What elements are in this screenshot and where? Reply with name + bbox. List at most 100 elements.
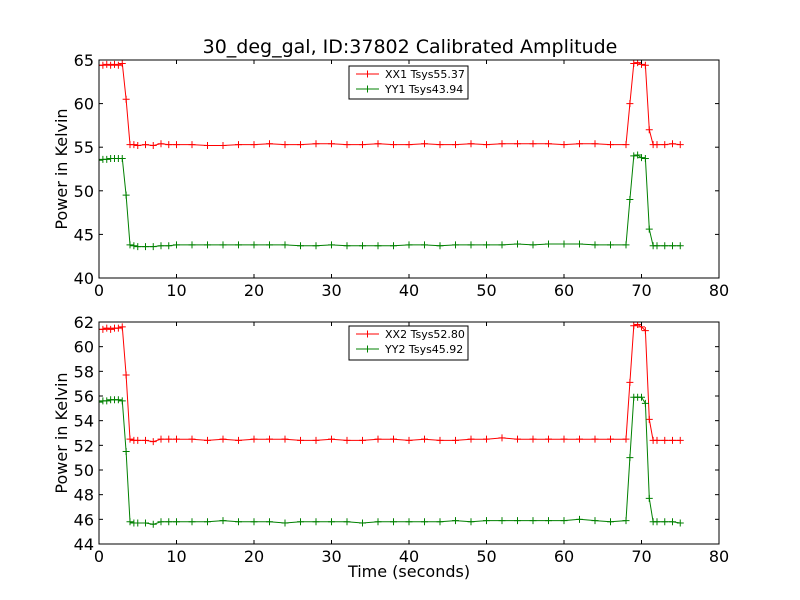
y-tick-label: 50 xyxy=(74,461,94,480)
data-point xyxy=(467,140,475,148)
data-point xyxy=(405,518,413,526)
data-point xyxy=(266,435,273,443)
data-point xyxy=(638,154,645,162)
data-point xyxy=(126,518,134,526)
data-point xyxy=(498,517,506,525)
series-group xyxy=(99,60,684,251)
data-point xyxy=(626,100,634,108)
data-point xyxy=(204,241,211,249)
x-tick-label: 40 xyxy=(399,547,419,566)
data-point xyxy=(118,323,126,331)
data-point xyxy=(529,435,537,443)
data-point xyxy=(634,151,642,159)
data-point xyxy=(235,241,242,249)
data-point xyxy=(661,436,669,444)
data-point xyxy=(281,519,289,527)
data-point xyxy=(111,60,118,68)
data-point xyxy=(529,140,537,148)
data-point xyxy=(653,518,661,526)
x-tick-label: 50 xyxy=(476,281,496,300)
data-point xyxy=(219,241,227,249)
data-point xyxy=(483,517,490,525)
data-point xyxy=(359,436,366,444)
data-point xyxy=(653,436,661,444)
x-tick-label: 0 xyxy=(94,281,104,300)
data-point xyxy=(134,141,142,149)
data-point xyxy=(452,517,459,525)
data-point xyxy=(188,518,196,526)
data-point xyxy=(173,241,180,249)
data-point xyxy=(328,435,335,443)
data-point xyxy=(122,448,130,455)
data-point xyxy=(591,517,599,525)
data-point xyxy=(149,520,157,528)
data-point xyxy=(436,436,444,444)
data-point xyxy=(173,435,180,443)
data-point xyxy=(607,518,614,526)
data-point xyxy=(122,371,130,379)
data-point xyxy=(343,242,351,250)
data-point xyxy=(529,517,537,525)
data-point xyxy=(467,518,475,526)
data-point xyxy=(467,241,475,249)
data-point xyxy=(405,141,413,149)
data-point xyxy=(421,518,428,526)
data-point xyxy=(374,435,382,443)
data-point xyxy=(607,141,614,149)
data-point xyxy=(235,518,242,526)
x-axis-label: Time (seconds) xyxy=(347,562,470,581)
data-point xyxy=(103,60,111,68)
data-point xyxy=(653,141,661,149)
data-point xyxy=(149,141,157,149)
data-point xyxy=(560,517,568,525)
data-point xyxy=(622,241,630,249)
data-point xyxy=(165,242,173,250)
data-point xyxy=(405,436,413,444)
legend: XX2 Tsys52.80 YY2 Tsys45.92 xyxy=(348,325,469,361)
legend-label: YY2 Tsys45.92 xyxy=(384,343,463,356)
data-point xyxy=(545,517,552,525)
data-point xyxy=(118,60,126,67)
data-point xyxy=(390,141,397,149)
data-point xyxy=(591,241,599,249)
data-point xyxy=(235,141,242,149)
data-point xyxy=(149,438,157,446)
legend-box xyxy=(348,65,469,100)
data-point xyxy=(149,243,157,251)
data-point xyxy=(545,140,552,148)
data-point xyxy=(173,518,180,526)
data-point xyxy=(390,518,397,526)
data-point xyxy=(343,141,351,149)
data-point xyxy=(99,398,103,406)
data-point xyxy=(576,435,583,443)
data-point xyxy=(676,141,684,149)
data-point xyxy=(312,518,320,526)
y-tick-label: 54 xyxy=(74,412,94,431)
data-point xyxy=(126,435,134,443)
data-point xyxy=(645,494,653,502)
data-point xyxy=(622,435,630,443)
y-tick-label: 52 xyxy=(74,436,94,455)
figure-title: 30_deg_gal, ID:37802 Calibrated Amplitud… xyxy=(203,36,618,58)
plot-panel-1: 0 10 20 30 40 50 60 70 80 40 45 50 55 60 65 Power in Ke… xyxy=(52,51,729,300)
x-tick-label: 20 xyxy=(244,281,264,300)
data-point xyxy=(103,324,111,332)
data-point xyxy=(250,518,258,526)
data-point xyxy=(653,242,661,250)
data-point xyxy=(669,518,676,526)
data-point xyxy=(359,242,366,250)
y-tick-label: 56 xyxy=(74,387,94,406)
x-tick-label: 30 xyxy=(321,281,341,300)
data-point xyxy=(219,517,227,525)
y-tick-label: 44 xyxy=(74,535,94,554)
data-point xyxy=(99,61,107,69)
data-point xyxy=(134,519,142,527)
y-tick-label: 48 xyxy=(74,486,94,505)
data-point xyxy=(641,327,649,335)
data-point xyxy=(436,518,444,526)
data-point xyxy=(114,324,122,332)
data-point xyxy=(266,140,273,148)
data-point xyxy=(328,241,335,249)
